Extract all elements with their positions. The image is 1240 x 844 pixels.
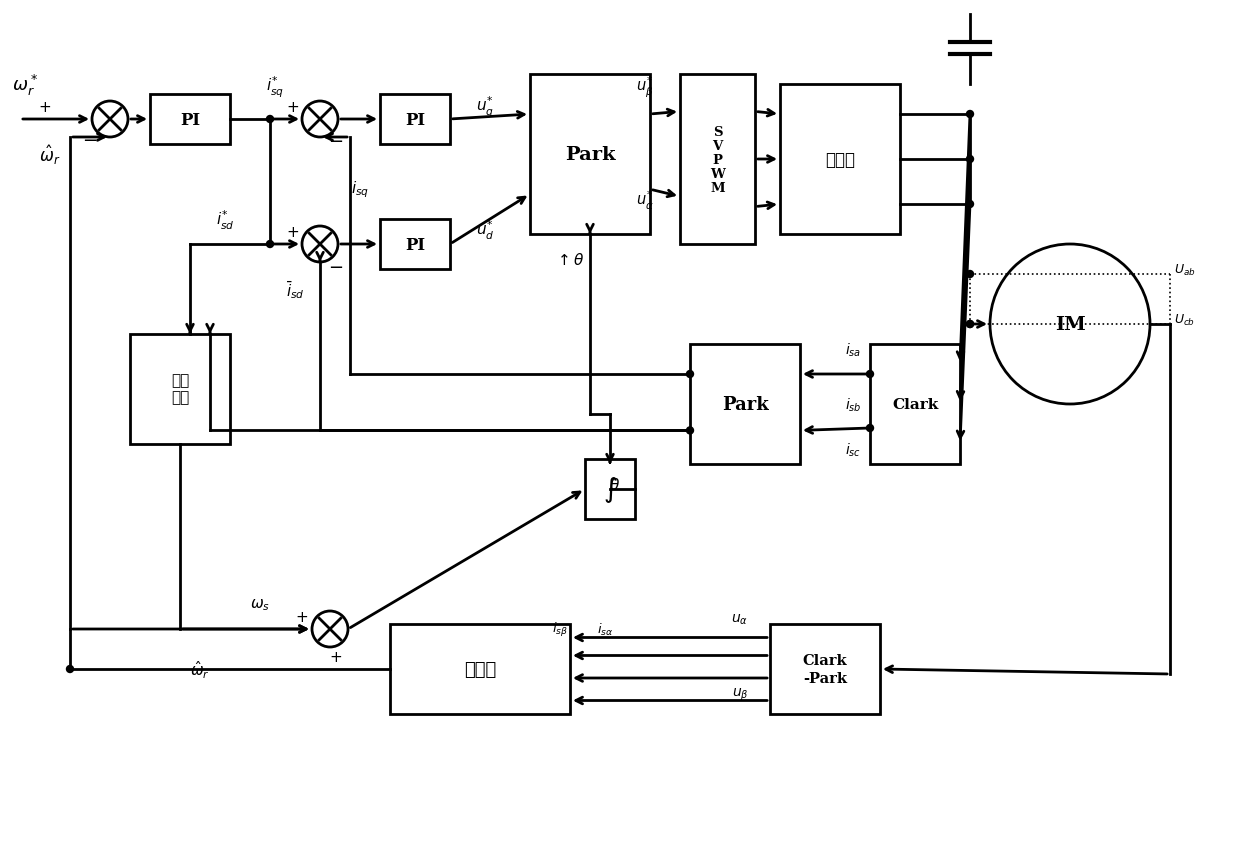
Circle shape bbox=[67, 666, 73, 673]
Circle shape bbox=[687, 371, 693, 378]
Text: $-$: $-$ bbox=[329, 131, 343, 149]
Text: +: + bbox=[286, 100, 299, 115]
Circle shape bbox=[687, 427, 693, 435]
Text: Clark: Clark bbox=[892, 398, 939, 412]
Text: Park: Park bbox=[722, 396, 769, 414]
Text: $u_\alpha$: $u_\alpha$ bbox=[732, 612, 749, 626]
Bar bbox=[680, 75, 755, 245]
Bar bbox=[689, 344, 800, 464]
Bar bbox=[770, 625, 880, 714]
Text: $u_\beta$: $u_\beta$ bbox=[732, 686, 749, 702]
Circle shape bbox=[267, 241, 274, 248]
Text: $u_\beta^{*}$: $u_\beta^{*}$ bbox=[636, 74, 653, 100]
Text: Clark
-Park: Clark -Park bbox=[802, 653, 847, 684]
Text: $\uparrow\theta$: $\uparrow\theta$ bbox=[556, 252, 585, 268]
Text: +: + bbox=[330, 649, 342, 663]
Text: $\theta$: $\theta$ bbox=[610, 476, 620, 492]
Text: $-$: $-$ bbox=[82, 130, 98, 148]
Text: 转差
计算: 转差 计算 bbox=[171, 374, 190, 405]
Circle shape bbox=[966, 156, 973, 163]
Text: $i_{sa}$: $i_{sa}$ bbox=[844, 341, 861, 358]
Circle shape bbox=[267, 116, 274, 123]
Text: $u_q^{*}$: $u_q^{*}$ bbox=[476, 95, 494, 119]
Text: $U_{ab}$: $U_{ab}$ bbox=[1174, 262, 1195, 277]
Circle shape bbox=[966, 321, 973, 328]
Text: +: + bbox=[295, 609, 309, 624]
Text: IM: IM bbox=[1055, 316, 1085, 333]
Text: $\int$: $\int$ bbox=[603, 474, 618, 505]
Text: $\omega_s$: $\omega_s$ bbox=[250, 597, 270, 612]
Circle shape bbox=[966, 271, 973, 279]
Text: $\bar{i}_{sd}$: $\bar{i}_{sd}$ bbox=[285, 279, 304, 300]
Text: +: + bbox=[38, 100, 51, 115]
Text: Park: Park bbox=[564, 146, 615, 164]
Bar bbox=[585, 459, 635, 519]
Text: $\hat{\omega}_r$: $\hat{\omega}_r$ bbox=[40, 143, 61, 166]
Text: +: + bbox=[286, 225, 299, 239]
Text: 观测器: 观测器 bbox=[464, 660, 496, 679]
Text: $i_{sc}$: $i_{sc}$ bbox=[844, 441, 861, 458]
Bar bbox=[379, 219, 450, 270]
Circle shape bbox=[966, 111, 973, 118]
Circle shape bbox=[966, 321, 973, 328]
Text: PI: PI bbox=[180, 111, 200, 128]
Text: S
V
P
W
M: S V P W M bbox=[711, 126, 725, 194]
Text: $\hat{\omega}_r$: $\hat{\omega}_r$ bbox=[190, 658, 210, 680]
Text: $i_{s\alpha}$: $i_{s\alpha}$ bbox=[596, 621, 614, 637]
Text: $U_{cb}$: $U_{cb}$ bbox=[1174, 312, 1195, 327]
Text: $i_{sd}^{*}$: $i_{sd}^{*}$ bbox=[216, 208, 234, 231]
Text: 逆变器: 逆变器 bbox=[825, 151, 856, 168]
Circle shape bbox=[867, 425, 873, 432]
Bar bbox=[529, 75, 650, 235]
Text: $i_{sq}^{*}$: $i_{sq}^{*}$ bbox=[265, 74, 284, 100]
Text: $u_d^{*}$: $u_d^{*}$ bbox=[476, 218, 495, 241]
Text: PI: PI bbox=[405, 236, 425, 253]
Bar bbox=[391, 625, 570, 714]
Circle shape bbox=[966, 201, 973, 208]
Bar bbox=[130, 334, 229, 445]
Text: $i_{sb}$: $i_{sb}$ bbox=[844, 396, 862, 414]
Text: PI: PI bbox=[405, 111, 425, 128]
Text: $i_{sq}$: $i_{sq}$ bbox=[351, 180, 370, 200]
Circle shape bbox=[867, 371, 873, 378]
Text: $i_{s\beta}$: $i_{s\beta}$ bbox=[552, 620, 568, 638]
Text: $u_\alpha^{*}$: $u_\alpha^{*}$ bbox=[636, 188, 653, 211]
Bar bbox=[379, 95, 450, 145]
Bar bbox=[150, 95, 229, 145]
Bar bbox=[780, 85, 900, 235]
Text: $\omega_r^*$: $\omega_r^*$ bbox=[12, 73, 38, 97]
Bar bbox=[870, 344, 960, 464]
Text: $-$: $-$ bbox=[329, 257, 343, 274]
